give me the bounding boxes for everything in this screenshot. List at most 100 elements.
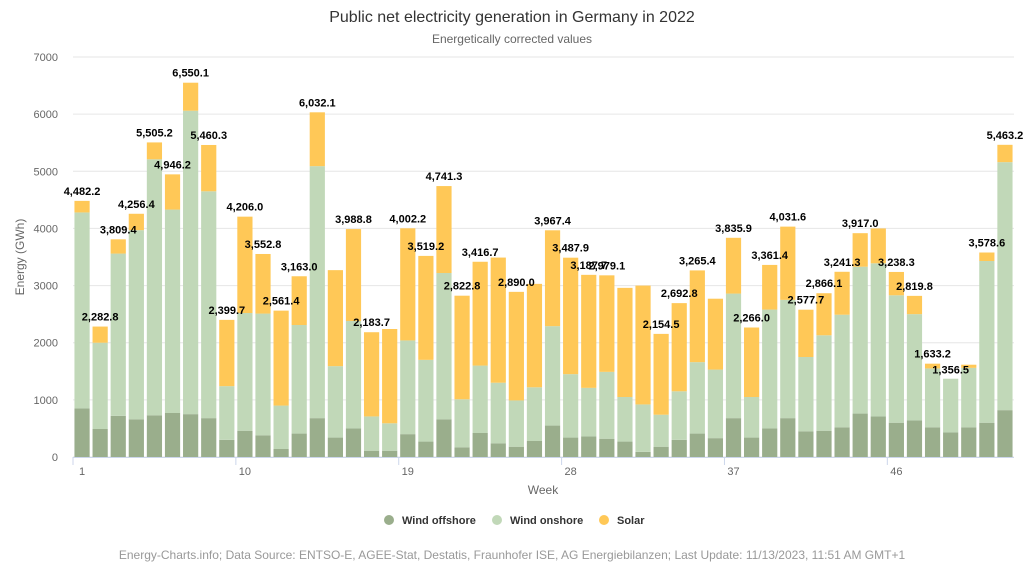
bar-solar — [472, 261, 488, 366]
bar-wind-offshore — [128, 419, 144, 457]
x-tick-label: 46 — [890, 466, 902, 478]
bar-wind-onshore — [327, 366, 343, 438]
bar-wind-offshore — [345, 428, 362, 457]
bar-wind-onshore — [581, 387, 597, 437]
data-label: 3,238.3 — [878, 257, 915, 269]
bar-wind-onshore — [454, 399, 470, 448]
y-tick-label: 6000 — [34, 109, 58, 121]
y-tick-label: 7000 — [34, 52, 58, 64]
bar-solar — [544, 230, 561, 327]
bar-wind-offshore — [110, 415, 126, 457]
bar-solar — [219, 319, 235, 387]
data-label: 2,399.7 — [208, 305, 245, 317]
bar-wind-onshore — [852, 266, 868, 414]
bar-wind-offshore — [599, 438, 615, 457]
data-label: 3,967.4 — [534, 215, 572, 227]
bar-wind-onshore — [888, 295, 904, 423]
bar-wind-offshore — [400, 434, 416, 457]
bar-wind-offshore — [707, 438, 724, 457]
credits: Energy-Charts.info; Data Source: ENTSO-E… — [119, 548, 906, 562]
data-label: 3,187.7 — [570, 260, 607, 272]
bar-solar — [237, 216, 253, 313]
legend-item-wind-onshore[interactable]: Wind onshore — [492, 515, 583, 527]
data-label: 3,241.3 — [824, 257, 861, 269]
data-label: 2,866.1 — [806, 278, 843, 290]
bar-solar — [924, 363, 941, 369]
data-label: 3,809.4 — [100, 224, 138, 236]
bar-wind-onshore — [725, 293, 742, 419]
bar-solar — [345, 229, 362, 321]
bar-solar — [834, 271, 850, 315]
data-label: 4,946.2 — [154, 159, 191, 171]
bar-solar — [888, 271, 904, 296]
bar-wind-onshore — [997, 162, 1013, 411]
bar-wind-onshore — [164, 209, 181, 413]
bar-wind-onshore — [237, 313, 253, 431]
bar-solar — [581, 274, 597, 388]
bar-solar — [164, 174, 181, 210]
data-label: 4,002.2 — [389, 213, 426, 225]
bar-solar — [707, 298, 724, 370]
bar-wind-onshore — [544, 326, 561, 426]
legend-label: Wind offshore — [402, 515, 476, 527]
x-tick-label: 28 — [565, 466, 577, 478]
x-axis-ticks: 1 10 19 28 37 46 — [72, 457, 1014, 478]
bar-wind-onshore — [128, 230, 144, 420]
bar-wind-offshore — [418, 441, 434, 457]
bar-solar — [382, 329, 398, 424]
bar-wind-offshore — [544, 425, 561, 457]
bar-wind-offshore — [164, 413, 181, 457]
chart-subtitle: Energetically corrected values — [432, 32, 592, 46]
y-tick-label: 2000 — [34, 338, 58, 350]
bar-wind-onshore — [689, 362, 705, 434]
bar-solar — [689, 270, 705, 363]
data-label: 3,988.8 — [335, 214, 372, 226]
data-label: 2,282.8 — [82, 312, 119, 324]
bar-wind-offshore — [382, 450, 398, 457]
bar-wind-offshore — [961, 427, 977, 457]
bar-solar — [363, 332, 380, 417]
bar-solar — [400, 228, 416, 341]
y-tick-label: 5000 — [34, 166, 58, 178]
legend-item-wind-offshore[interactable]: Wind offshore — [384, 515, 476, 527]
legend-item-solar[interactable]: Solar — [599, 515, 645, 527]
bar-wind-onshore — [201, 191, 217, 419]
bar-wind-onshore — [744, 397, 760, 438]
bar-wind-onshore — [345, 321, 362, 429]
bar-wind-offshore — [255, 435, 271, 457]
bar-wind-offshore — [237, 430, 253, 457]
bar-solar — [273, 310, 289, 406]
data-label: 6,550.1 — [172, 68, 209, 80]
data-label: 2,154.5 — [643, 319, 680, 331]
bar-solar — [201, 144, 217, 192]
bar-wind-onshore — [309, 166, 325, 419]
bar-solar — [110, 239, 126, 254]
bar-wind-onshore — [472, 365, 488, 433]
bar-solar — [291, 276, 307, 325]
bar-wind-onshore — [834, 314, 850, 428]
data-label: 2,819.8 — [896, 281, 933, 293]
bar-wind-onshore — [563, 374, 579, 438]
bar-solar — [870, 228, 886, 264]
bar-wind-offshore — [888, 422, 904, 457]
data-label: 4,206.0 — [227, 202, 264, 214]
bar-wind-offshore — [780, 418, 796, 457]
x-tick-label: 19 — [402, 466, 414, 478]
bar-solar — [255, 253, 271, 314]
y-axis-title: Energy (GWh) — [13, 219, 27, 296]
y-tick-label: 4000 — [34, 223, 58, 235]
bar-wind-onshore — [979, 261, 995, 423]
bar-wind-onshore — [291, 325, 307, 434]
bar-wind-onshore — [183, 110, 199, 415]
bar-wind-offshore — [201, 418, 217, 457]
bar-wind-onshore — [870, 263, 886, 417]
bar-wind-onshore — [762, 309, 778, 429]
bar-solar — [997, 144, 1013, 163]
data-label: 2,183.7 — [353, 317, 390, 329]
bar-solar — [146, 142, 163, 160]
bar-wind-offshore — [816, 430, 832, 457]
bar-solar — [563, 257, 579, 375]
bar-wind-onshore — [436, 273, 452, 420]
data-label: 3,917.0 — [842, 218, 879, 230]
data-label: 5,505.2 — [136, 127, 173, 139]
